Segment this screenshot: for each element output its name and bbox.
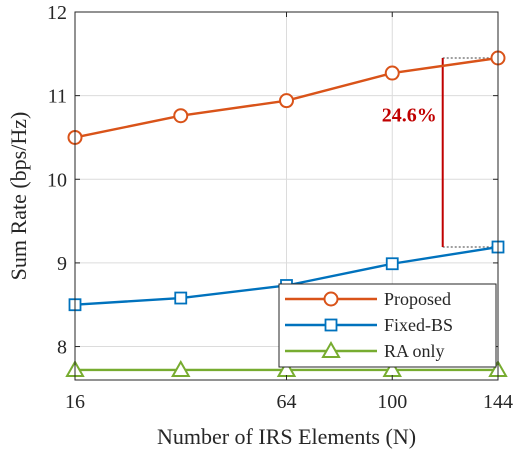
legend-marker xyxy=(323,291,339,307)
data-point xyxy=(173,108,189,124)
x-tick-label: 100 xyxy=(377,391,407,413)
x-tick-label: 64 xyxy=(277,391,297,413)
y-tick-label: 12 xyxy=(47,2,67,24)
legend-label: Proposed xyxy=(384,289,451,309)
x-tick-label: 16 xyxy=(65,391,85,413)
data-point xyxy=(279,93,294,109)
y-tick-label: 8 xyxy=(57,337,67,359)
legend: Proposed Fixed-BS RA only xyxy=(278,283,497,368)
y-tick-label: 11 xyxy=(48,86,67,108)
legend-entry: Proposed xyxy=(285,289,451,309)
legend-label: RA only xyxy=(384,341,445,361)
x-tick-label: 144 xyxy=(483,391,513,413)
gain-annotation: 24.6% xyxy=(382,57,498,248)
data-point xyxy=(174,291,188,305)
data-point xyxy=(385,257,399,271)
y-tick-label: 10 xyxy=(47,169,67,191)
x-axis-ticks: 16 64 100 144 xyxy=(65,12,513,413)
legend-label: Fixed-BS xyxy=(384,315,453,335)
data-point xyxy=(384,65,400,81)
legend-marker xyxy=(324,318,338,332)
legend-entry: RA only xyxy=(285,340,445,361)
series-ra-only xyxy=(65,359,508,377)
legend-marker xyxy=(321,340,341,358)
annotation-label: 24.6% xyxy=(382,105,437,127)
y-axis-ticks: 8 9 10 11 12 xyxy=(47,2,498,359)
data-point xyxy=(171,359,191,377)
y-axis-label: Sum Rate (bps/Hz) xyxy=(6,112,31,281)
x-axis-label: Number of IRS Elements (N) xyxy=(157,424,416,449)
series-layer xyxy=(65,50,508,377)
legend-entry: Fixed-BS xyxy=(285,315,453,335)
y-tick-label: 9 xyxy=(57,253,67,275)
